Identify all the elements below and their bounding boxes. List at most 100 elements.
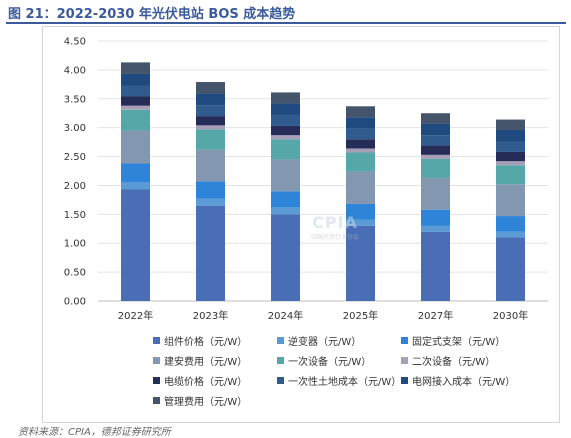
bar-segment	[346, 225, 375, 301]
bar-segment	[271, 207, 300, 215]
bar-segment	[346, 152, 375, 172]
legend-label: 电网接入成本（元/W）	[412, 377, 516, 388]
x-tick-label: 2024年	[268, 309, 303, 322]
chart-panel: 0.00 0.50 1.00 1.50 2.00 2.50 3.00 3.50 4.00 4.50…	[42, 26, 560, 423]
bar-segment	[421, 225, 450, 232]
bar-segment	[121, 73, 150, 86]
legend-swatch	[153, 377, 160, 384]
bar-segment	[271, 159, 300, 192]
cpia-watermark: CPIA 中国光伏行业协会	[311, 213, 359, 241]
bar-segment	[421, 135, 450, 146]
y-tick-label: 2.00	[64, 181, 86, 192]
bar-segment	[421, 145, 450, 155]
y-tick-label: 1.50	[64, 210, 86, 221]
bar-segment	[496, 184, 525, 217]
bar-segment	[496, 129, 525, 142]
bar-segment	[346, 128, 375, 140]
bar-segment	[346, 106, 375, 118]
y-tick-label: 1.00	[64, 239, 86, 250]
bar-segment	[271, 139, 300, 160]
bar-segment	[121, 85, 150, 97]
y-tick-label: 0.50	[64, 268, 86, 279]
bar-segment	[346, 117, 375, 129]
bar-segment	[196, 116, 225, 126]
x-tick-label: 2025年	[343, 309, 378, 322]
bar-segment	[496, 165, 525, 185]
legend-label: 电缆价格（元/W）	[164, 377, 248, 388]
legend-swatch	[401, 377, 408, 384]
legend-swatch	[277, 337, 284, 344]
legend-swatch	[277, 357, 284, 364]
bar-segment	[271, 125, 300, 136]
bar-segment	[196, 129, 225, 150]
y-tick-label: 2.50	[64, 152, 86, 163]
y-tick-label: 4.50	[64, 37, 86, 48]
bar-segment	[121, 130, 150, 164]
legend-item: 电缆价格（元/W）	[153, 373, 247, 388]
legend-item: 管理费用（元/W）	[153, 393, 247, 408]
bar-segment	[121, 109, 150, 131]
bar-segment	[271, 103, 300, 115]
x-tick-label: 2022年	[118, 309, 153, 322]
bar-segment	[496, 231, 525, 238]
legend-item: 组件价格（元/W）	[153, 333, 247, 348]
legend-label: 管理费用（元/W）	[164, 397, 248, 408]
y-tick-label: 4.00	[64, 65, 86, 76]
bar-segment	[196, 82, 225, 94]
legend-item: 建安费用（元/W）	[153, 353, 247, 368]
legend-item: 二次设备（元/W）	[401, 353, 495, 368]
bar-segment	[271, 214, 300, 301]
bar-segment	[421, 113, 450, 124]
bar-segment	[346, 148, 375, 153]
legend-label: 建安费用（元/W）	[164, 357, 248, 368]
bar-segment	[121, 181, 150, 190]
legend-swatch	[401, 357, 408, 364]
bar-segment	[346, 219, 375, 226]
bar-segment	[421, 177, 450, 210]
legend-item: 逆变器（元/W）	[277, 333, 361, 348]
legend-label: 组件价格（元/W）	[164, 337, 248, 348]
bar-segment	[496, 119, 525, 130]
legend-item: 电网接入成本（元/W）	[401, 373, 515, 388]
bar-segment	[196, 93, 225, 106]
bar-segment	[271, 191, 300, 208]
bar-segment	[421, 231, 450, 301]
legend-item: 一次性土地成本（元/W）	[277, 373, 401, 388]
bar-segment	[121, 163, 150, 182]
bar-segment	[196, 125, 225, 130]
stacked-bar-chart: 0.00 0.50 1.00 1.50 2.00 2.50 3.00 3.50 4.00 4.50…	[64, 37, 548, 322]
y-tick-label: 3.00	[64, 123, 86, 134]
bar-segment	[496, 151, 525, 162]
bar-segment	[196, 149, 225, 182]
bar-segment	[121, 62, 150, 74]
legend-label: 二次设备（元/W）	[412, 357, 496, 368]
bar-segment	[496, 237, 525, 301]
x-tick-label: 2030年	[493, 309, 528, 322]
bar-segment	[346, 139, 375, 149]
figure-title: 图 21：2022-2030 年光伏电站 BOS 成本趋势	[8, 7, 296, 22]
legend-swatch	[277, 377, 284, 384]
legend-label: 一次设备（元/W）	[288, 357, 372, 368]
bar-segment	[121, 96, 150, 106]
bar-segment	[421, 123, 450, 136]
title-rule	[6, 22, 566, 24]
y-tick-label: 0.00	[64, 297, 86, 308]
bar-segment	[421, 209, 450, 226]
bar-segment	[271, 135, 300, 140]
bar-segment	[496, 161, 525, 166]
legend-swatch	[153, 397, 160, 404]
bar-segment	[121, 189, 150, 301]
y-tick-label: 3.50	[64, 94, 86, 105]
legend-label: 一次性土地成本（元/W）	[288, 377, 402, 388]
bar-segment	[421, 158, 450, 178]
bar-segment	[496, 141, 525, 152]
legend-item: 固定式支架（元/W）	[401, 333, 505, 348]
bar-segment	[196, 198, 225, 206]
bar-segment	[346, 203, 375, 220]
watermark-subtitle: 中国光伏行业协会	[311, 234, 360, 241]
bar-segment	[271, 114, 300, 126]
bar-segment	[346, 171, 375, 204]
legend-swatch	[153, 357, 160, 364]
bar-segment	[196, 105, 225, 117]
watermark-mark: CPIA	[312, 213, 358, 232]
